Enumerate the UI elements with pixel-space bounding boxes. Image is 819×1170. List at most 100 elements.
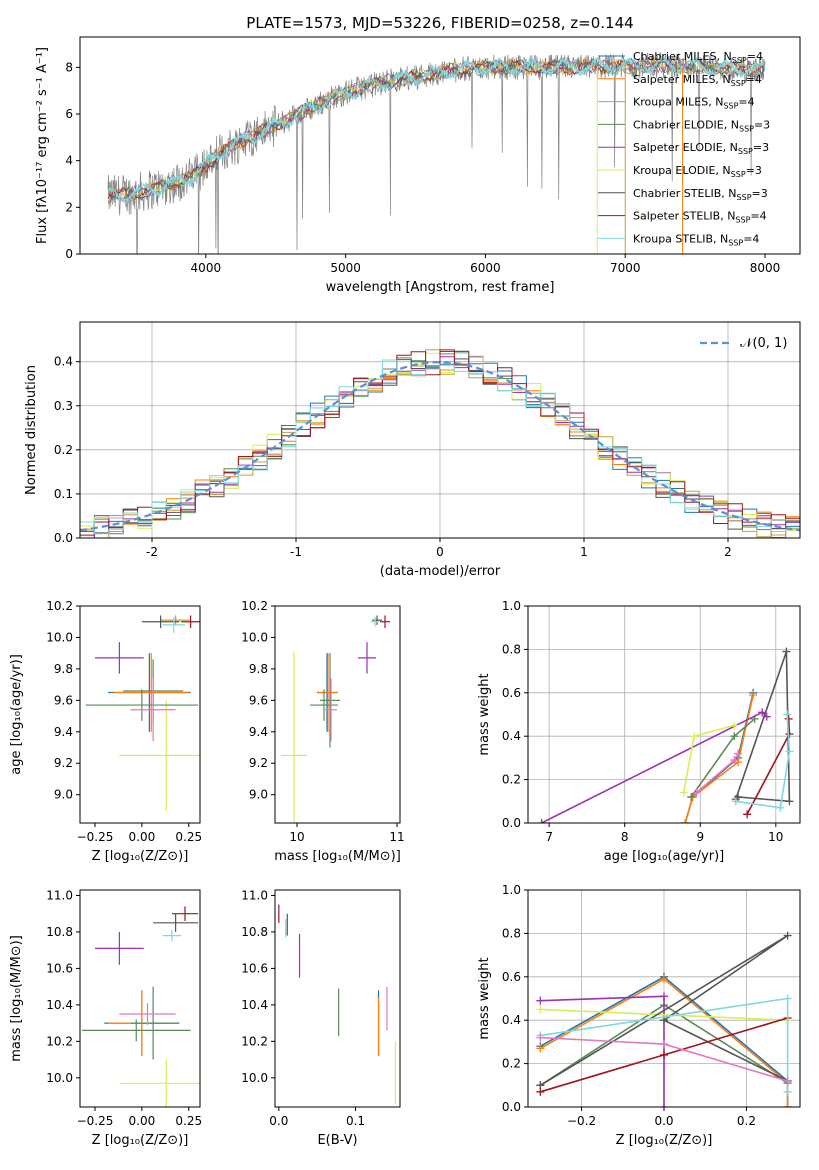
weight-marker (681, 819, 690, 823)
error-bar-point (130, 986, 176, 1060)
weight-marker (730, 756, 739, 765)
model-spectrum (107, 57, 765, 202)
legend-label: Salpeter STELIB, NSSP=4 (633, 210, 767, 225)
weight-marker (734, 749, 743, 758)
spectrum-marks (107, 52, 766, 254)
x-tick-label: 0.2 (737, 1114, 756, 1128)
mass_vs_age-frame: 10 11 9.0 9.2 9.4 9.6 9.8 10.0 10.2 mass [log₁₀(M… (241, 599, 404, 864)
x-axis-label: Z [log₁₀(Z/Z⊙)] (616, 1133, 713, 1148)
x-tick-label: 0.1 (346, 1114, 365, 1128)
axes-frame (79, 605, 201, 824)
y-axis-label: Normed distribution (24, 365, 39, 495)
spectrum-frame: 4000 5000 6000 7000 8000 0 2 4 6 8 wavelength [Ang… (35, 36, 801, 295)
y-tick-label: 9.6 (249, 693, 268, 707)
x-tick-label: 7 (545, 830, 553, 844)
spectrum-legend: Chabrier MILES, NSSP=4 Salpeter MILES, NS… (598, 50, 770, 247)
y-tick-label: 0.3 (54, 399, 73, 413)
legend-label: Kroupa STELIB, NSSP=4 (633, 232, 759, 247)
x-tick-label: 0.00 (129, 830, 156, 844)
error-bar-point (95, 931, 144, 965)
weight-marker (687, 792, 696, 801)
x-tick-label: 5000 (330, 261, 361, 275)
x-tick-label: 1 (580, 545, 588, 559)
y-tick-label: 0.0 (502, 816, 521, 830)
y-tick-label: 10.4 (241, 998, 268, 1012)
error-bar-point (85, 689, 199, 721)
y-tick-label: 0.8 (502, 642, 521, 656)
Z_vs_weight-frame: −0.2 0.0 0.2 0.0 0.2 0.4 0.6 0.8 1.0 Z [log₁₀(Z/Z… (477, 883, 801, 1148)
Z_vs_mass-frame: −0.25 0.00 0.25 10.0 10.2 10.4 10.6 10.8 11.0 Z [… (9, 888, 202, 1148)
weight-marker (536, 1005, 545, 1014)
weight-marker (785, 730, 794, 739)
y-tick-label: 0.0 (502, 1100, 521, 1114)
error-bar-point (380, 615, 390, 629)
legend-label: Kroupa MILES, NSSP=4 (633, 96, 755, 111)
y-tick-label: 0.4 (54, 355, 73, 369)
y-tick-label: 0.8 (502, 926, 521, 940)
weight-line (539, 934, 789, 1086)
weight-marker (734, 792, 743, 801)
error-bar-point (81, 1019, 191, 1042)
weight-marker (785, 747, 794, 756)
y-tick-label: 10.0 (46, 1071, 73, 1085)
y-tick-label: 10.8 (46, 925, 73, 939)
error-bar-point (119, 1059, 200, 1107)
legend-label: Chabrier MILES, NSSP=4 (633, 50, 763, 65)
age_vs_weight-marks (537, 647, 794, 823)
figure-title: PLATE=1573, MJD=53226, FIBERID=0258, z=0… (246, 14, 633, 32)
weight-line (540, 1008, 788, 1021)
weight-marker (776, 803, 785, 812)
x-tick-label: 8 (621, 830, 629, 844)
y-tick-label: 9.8 (249, 662, 268, 676)
error-bar-point (162, 930, 182, 942)
axes-frame (527, 605, 801, 824)
weight-marker (731, 797, 740, 806)
x-tick-label: 0.25 (175, 1114, 202, 1128)
x-axis-label: Z [log₁₀(Z/Z⊙)] (92, 849, 189, 864)
x-tick-label: 10 (289, 830, 304, 844)
x-tick-label: 11 (389, 830, 404, 844)
weight-marker (660, 992, 668, 1001)
y-tick-label: 10.6 (46, 961, 73, 975)
y-tick-label: 10.2 (241, 1034, 268, 1048)
y-tick-label: 0.2 (502, 1057, 521, 1071)
error-bar-point (281, 651, 307, 823)
x-tick-label: -2 (146, 545, 158, 559)
x-tick-label: 10 (768, 830, 783, 844)
axes-frame (274, 889, 401, 1108)
EBV_vs_mass-frame: 0.0 0.1 10.0 10.2 10.4 10.6 10.8 11.0 E(B-V) (241, 888, 401, 1148)
error-bar-point (358, 642, 376, 674)
axes-frame (274, 605, 401, 824)
y-tick-label: 0.6 (502, 686, 521, 700)
x-axis-label: mass [log₁₀(M/M⊙)] (274, 849, 401, 864)
x-axis-label: wavelength [Angstrom, rest frame] (326, 280, 555, 295)
y-tick-label: 10.6 (241, 961, 268, 975)
mass_vs_age-marks (281, 615, 390, 823)
error-bar-point (181, 615, 200, 629)
error-bar-point (162, 617, 185, 633)
weight-marker (660, 1040, 668, 1049)
Z_vs_weight-marks (536, 931, 792, 1107)
weight-marker (537, 819, 546, 823)
weight-marker (536, 1033, 545, 1042)
x-axis-label: age [log₁₀(age/yr)] (604, 849, 725, 864)
y-tick-label: 9.0 (249, 788, 268, 802)
y-tick-label: 10.0 (241, 630, 268, 644)
legend-label: 𝒩(0, 1) (740, 336, 787, 351)
y-tick-label: 9.0 (54, 788, 73, 802)
x-tick-label: 6000 (470, 261, 501, 275)
x-tick-label: 2 (724, 545, 732, 559)
EBV_vs_mass-marks (278, 904, 396, 1104)
y-tick-label: 10.4 (46, 998, 73, 1012)
y-tick-label: 0.2 (502, 773, 521, 787)
y-tick-label: 9.2 (54, 756, 73, 770)
weight-marker (679, 788, 688, 797)
x-tick-label: −0.25 (77, 830, 114, 844)
x-tick-label: 0.0 (654, 1114, 673, 1128)
error-bar-point (171, 906, 199, 921)
x-axis-label: (data-model)/error (380, 564, 501, 579)
y-tick-label: 1.0 (502, 599, 521, 613)
y-tick-label: 0.2 (54, 443, 73, 457)
x-tick-label: 4000 (191, 261, 222, 275)
weight-marker (785, 797, 794, 806)
